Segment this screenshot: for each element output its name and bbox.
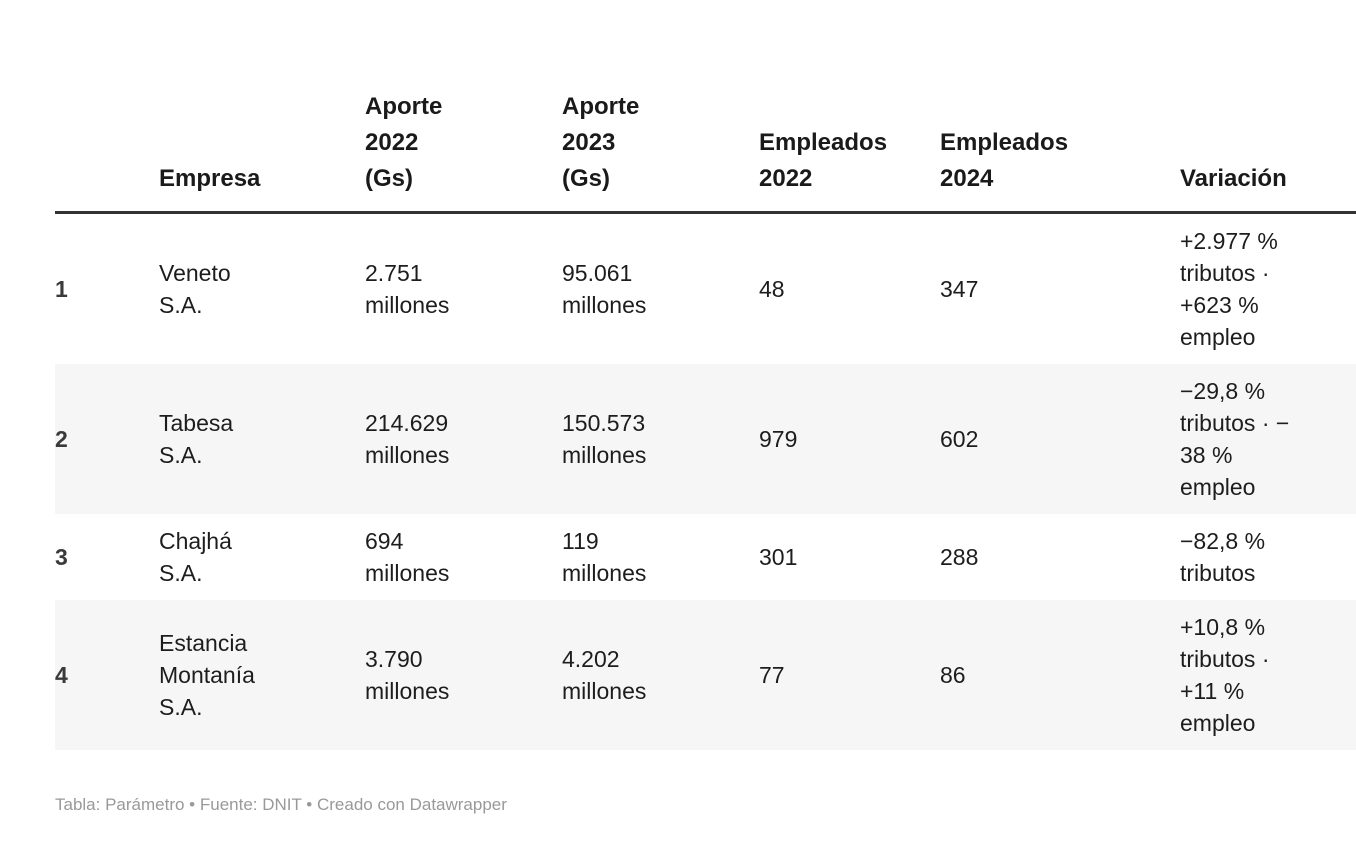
cell-empresa: Chajhá S.A.: [159, 528, 232, 586]
table-row-estancia-montania: 4 Estancia Montanía S.A. 3.790 millones …: [55, 600, 1356, 750]
cell-row-number: 2: [55, 426, 68, 452]
cell-variacion: −82,8 % tributos: [1180, 528, 1266, 586]
cell-empleados-2022: 979: [759, 426, 798, 452]
header-cell-empresa: Empresa: [159, 89, 365, 214]
cell-empleados-2024: 288: [940, 544, 979, 570]
header-row: Empresa Aporte 2022 (Gs) Aporte 2023 (Gs…: [55, 89, 1356, 214]
cell-row-number: 4: [55, 662, 68, 688]
cell-aporte-2023: 119 millones: [562, 528, 647, 586]
cell-empleados-2022: 301: [759, 544, 798, 570]
cell-row-number: 3: [55, 544, 68, 570]
cell-empresa: Tabesa S.A.: [159, 410, 234, 468]
cell-row-number: 1: [55, 276, 68, 302]
datawrapper-table-page: Empresa Aporte 2022 (Gs) Aporte 2023 (Gs…: [55, 89, 1356, 814]
cell-aporte-2023: 150.573 millones: [562, 410, 647, 468]
header-cell-variacion: Variación: [1180, 89, 1356, 214]
cell-aporte-2022: 2.751 millones: [365, 260, 450, 318]
cell-empleados-2024: 86: [940, 662, 966, 688]
header-cell-index: [55, 89, 159, 214]
cell-aporte-2023: 4.202 millones: [562, 646, 647, 704]
header-cell-aporte-2022: Aporte 2022 (Gs): [365, 89, 562, 214]
cell-empleados-2024: 347: [940, 276, 979, 302]
table-row-chajha: 3 Chajhá S.A. 694 millones 119 millones …: [55, 514, 1356, 600]
cell-empresa: Veneto S.A.: [159, 260, 231, 318]
cell-variacion: −29,8 % tributos · − 38 % empleo: [1180, 378, 1290, 500]
table-footer: Tabla: Parámetro • Fuente: DNIT • Creado…: [55, 795, 507, 814]
header-cell-aporte-2023: Aporte 2023 (Gs): [562, 89, 759, 214]
data-table: Empresa Aporte 2022 (Gs) Aporte 2023 (Gs…: [55, 89, 1356, 750]
cell-aporte-2023: 95.061 millones: [562, 260, 647, 318]
cell-empleados-2022: 48: [759, 276, 785, 302]
cell-aporte-2022: 214.629 millones: [365, 410, 450, 468]
cell-empleados-2022: 77: [759, 662, 785, 688]
cell-empresa: Estancia Montanía S.A.: [159, 630, 255, 720]
cell-aporte-2022: 694 millones: [365, 528, 450, 586]
header-cell-empleados-2024: Empleados 2024: [940, 89, 1180, 214]
header-cell-empleados-2022: Empleados 2022: [759, 89, 940, 214]
table-row-veneto: 1 Veneto S.A. 2.751 millones 95.061 mill…: [55, 213, 1356, 365]
cell-aporte-2022: 3.790 millones: [365, 646, 450, 704]
cell-variacion: +2.977 % tributos · +623 % empleo: [1180, 228, 1278, 350]
cell-empleados-2024: 602: [940, 426, 979, 452]
table-row-tabesa: 2 Tabesa S.A. 214.629 millones 150.573 m…: [55, 364, 1356, 514]
cell-variacion: +10,8 % tributos · +11 % empleo: [1180, 614, 1270, 736]
